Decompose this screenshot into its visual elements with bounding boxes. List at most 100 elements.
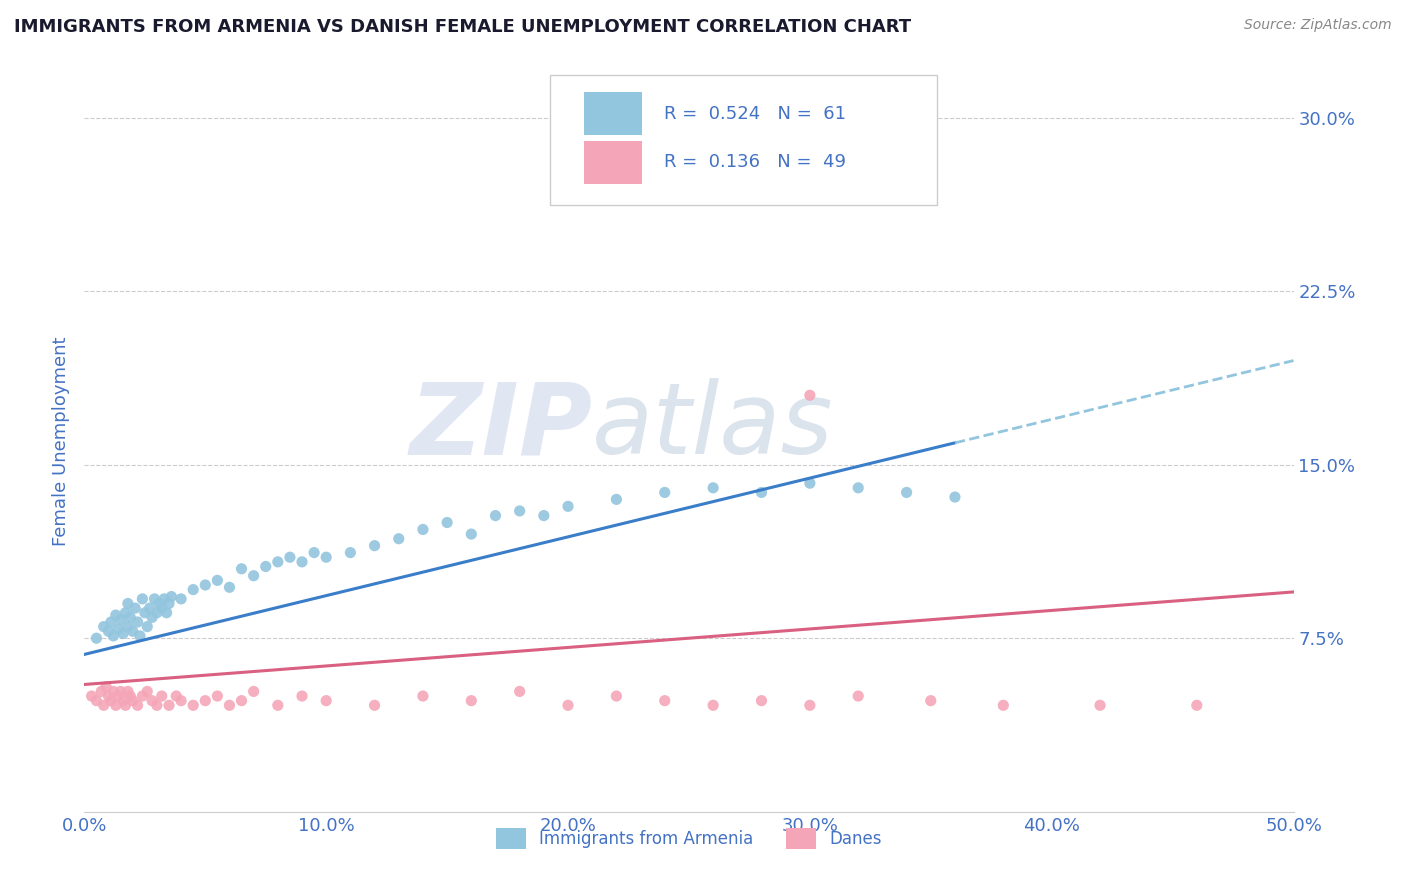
Point [267, 555, 290, 569]
Point [315, 550, 337, 565]
Point [170, 694, 193, 708]
Point [254, 559, 277, 574]
Point [155, 606, 177, 620]
Point [121, 694, 143, 708]
Point [107, 689, 129, 703]
Point [157, 597, 180, 611]
Text: atlas: atlas [592, 378, 834, 475]
Point [138, 601, 160, 615]
Text: R =  0.524   N =  61: R = 0.524 N = 61 [664, 104, 845, 122]
Point [104, 608, 127, 623]
Point [181, 582, 204, 597]
Point [121, 624, 143, 639]
Bar [583, 141, 641, 184]
Point [363, 698, 385, 713]
Point [86, 694, 108, 708]
Point [846, 481, 869, 495]
Point [751, 485, 773, 500]
Point [127, 698, 149, 713]
Point [920, 694, 942, 708]
Point [302, 545, 325, 560]
Point [131, 689, 153, 703]
Point [702, 481, 724, 495]
Point [90, 684, 112, 698]
Point [207, 689, 229, 703]
Point [150, 601, 173, 615]
Point [150, 689, 173, 703]
Point [846, 689, 869, 703]
Point [143, 591, 166, 606]
Point [112, 694, 135, 708]
Point [93, 619, 115, 633]
Point [170, 591, 193, 606]
Point [141, 694, 163, 708]
Point [291, 689, 314, 703]
Point [278, 550, 301, 565]
Point [267, 698, 290, 713]
Point [412, 689, 434, 703]
Point [181, 698, 204, 713]
Point [231, 562, 253, 576]
Point [1088, 698, 1111, 713]
Text: IMMIGRANTS FROM ARMENIA VS DANISH FEMALE UNEMPLOYMENT CORRELATION CHART: IMMIGRANTS FROM ARMENIA VS DANISH FEMALE… [14, 18, 911, 36]
Point [97, 624, 120, 639]
Point [436, 516, 458, 530]
Point [291, 555, 314, 569]
Point [80, 689, 103, 703]
Point [799, 388, 821, 402]
Point [315, 694, 337, 708]
Point [134, 606, 156, 620]
Point [103, 684, 125, 698]
Point [136, 619, 159, 633]
Point [207, 574, 229, 588]
Y-axis label: Female Unemployment: Female Unemployment [52, 337, 70, 546]
Point [103, 629, 125, 643]
Point [557, 180, 579, 194]
Point [194, 694, 217, 708]
Point [141, 610, 163, 624]
Point [160, 590, 183, 604]
Point [153, 591, 176, 606]
FancyBboxPatch shape [550, 75, 936, 204]
Text: ZIP: ZIP [409, 378, 592, 475]
Point [557, 698, 579, 713]
Point [117, 684, 139, 698]
Point [799, 698, 821, 713]
Point [218, 580, 240, 594]
Point [943, 490, 966, 504]
Point [120, 689, 142, 703]
Point [120, 610, 142, 624]
Point [605, 689, 627, 703]
Point [129, 629, 152, 643]
Bar [583, 92, 641, 135]
Point [86, 631, 108, 645]
Point [100, 615, 122, 629]
Point [218, 698, 240, 713]
Point [654, 694, 676, 708]
Point [533, 508, 555, 523]
Point [100, 694, 122, 708]
Point [242, 568, 264, 582]
Point [242, 684, 264, 698]
Point [107, 622, 129, 636]
Point [93, 698, 115, 713]
Point [231, 694, 253, 708]
Point [117, 597, 139, 611]
Legend: Immigrants from Armenia, Danes: Immigrants from Armenia, Danes [489, 822, 889, 855]
Point [751, 694, 773, 708]
Point [127, 615, 149, 629]
Point [131, 591, 153, 606]
Point [412, 523, 434, 537]
Point [117, 619, 139, 633]
Point [104, 698, 127, 713]
Point [339, 545, 361, 560]
Point [702, 698, 724, 713]
Point [363, 539, 385, 553]
Point [509, 504, 531, 518]
Point [110, 613, 132, 627]
Point [484, 508, 506, 523]
Point [124, 601, 146, 615]
Text: R =  0.136   N =  49: R = 0.136 N = 49 [664, 153, 845, 171]
Point [97, 689, 120, 703]
Point [557, 500, 579, 514]
